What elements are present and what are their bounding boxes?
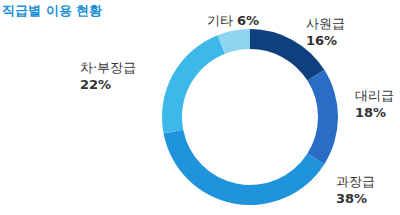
svg-text:차·부장급22%: 차·부장급22% <box>80 60 136 92</box>
svg-text:과장급38%: 과장급38% <box>336 174 375 206</box>
svg-text:대리급18%: 대리급18% <box>355 88 392 120</box>
svg-text:기타6%: 기타6% <box>207 13 259 28</box>
svg-text:사원급16%: 사원급16% <box>306 16 345 48</box>
html-text:직급별 이용 현황: 직급별 이용 현황 <box>2 3 103 18</box>
